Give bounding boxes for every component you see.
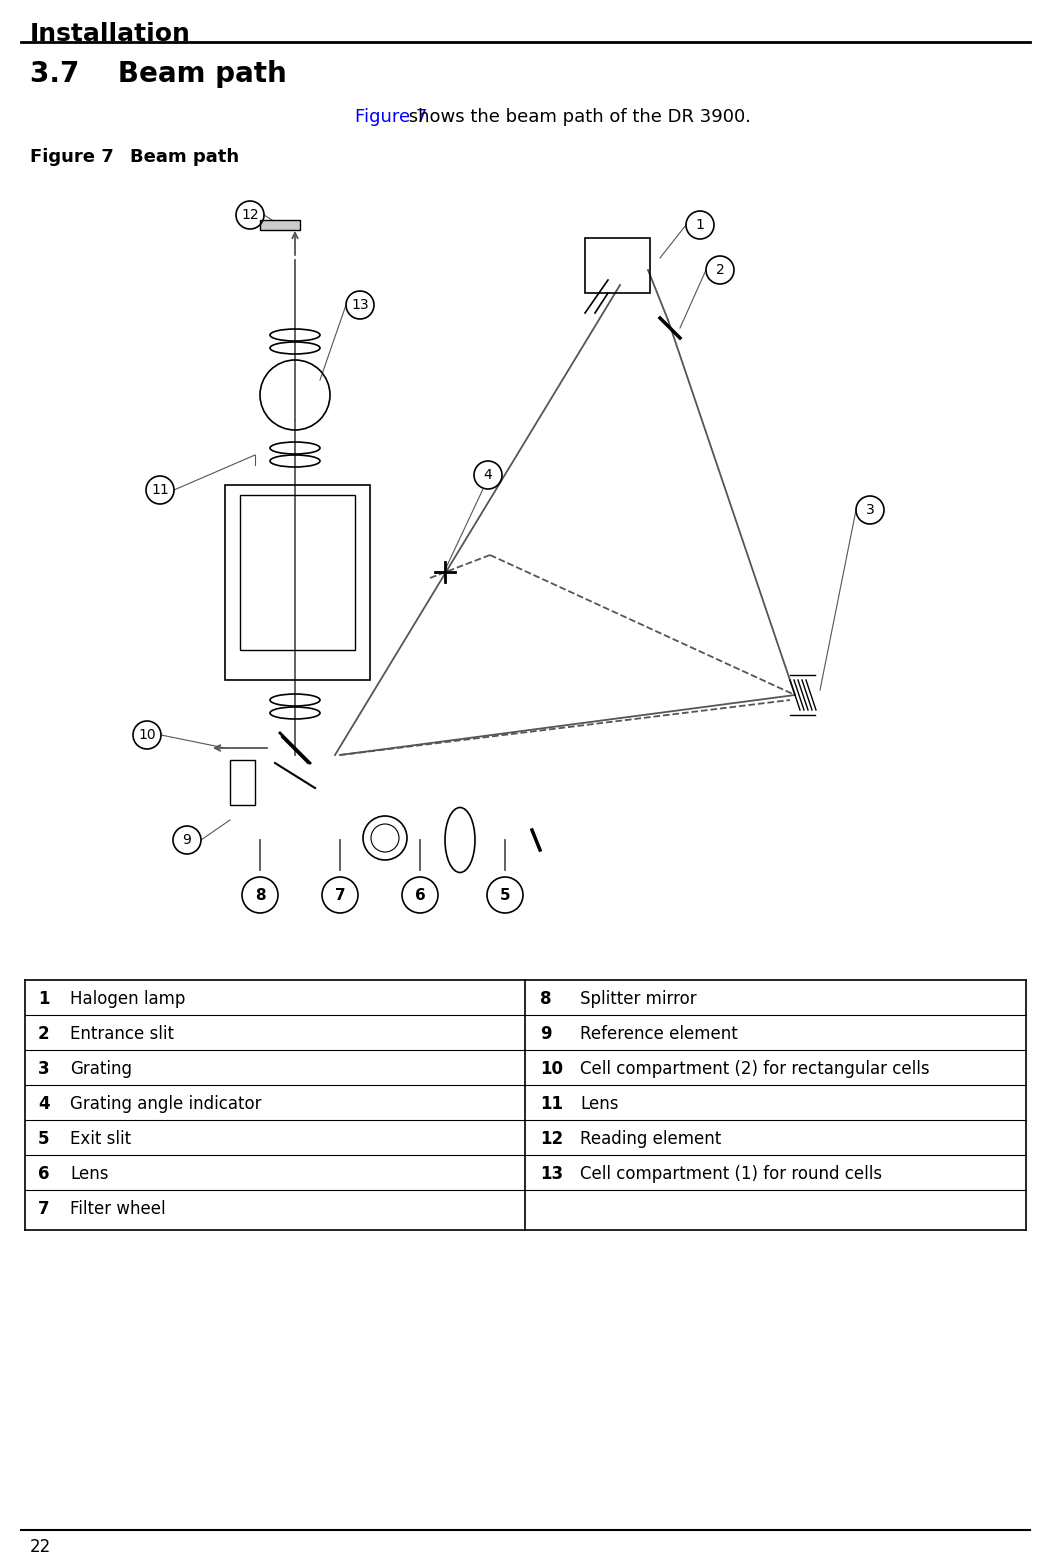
Text: Beam path: Beam path: [130, 148, 240, 165]
Text: 4: 4: [483, 468, 492, 482]
Text: Exit slit: Exit slit: [70, 1130, 131, 1147]
Text: 6: 6: [38, 1165, 49, 1183]
Text: Figure 7: Figure 7: [355, 108, 428, 126]
Text: 11: 11: [151, 482, 169, 496]
Text: Grating: Grating: [70, 1060, 132, 1079]
Text: 3.7    Beam path: 3.7 Beam path: [30, 59, 287, 87]
Text: Entrance slit: Entrance slit: [70, 1026, 174, 1043]
Text: Cell compartment (1) for round cells: Cell compartment (1) for round cells: [580, 1165, 882, 1183]
Text: 10: 10: [540, 1060, 563, 1079]
Text: Grating angle indicator: Grating angle indicator: [70, 1094, 262, 1113]
Text: Cell compartment (2) for rectangular cells: Cell compartment (2) for rectangular cel…: [580, 1060, 930, 1079]
Text: 2: 2: [716, 262, 724, 276]
Text: 12: 12: [540, 1130, 563, 1147]
Text: Splitter mirror: Splitter mirror: [580, 990, 697, 1008]
Text: 4: 4: [38, 1094, 49, 1113]
Text: Filter wheel: Filter wheel: [70, 1200, 166, 1218]
Text: 9: 9: [540, 1026, 552, 1043]
Text: 3: 3: [866, 503, 874, 517]
Text: Halogen lamp: Halogen lamp: [70, 990, 185, 1008]
Text: 5: 5: [38, 1130, 49, 1147]
FancyBboxPatch shape: [260, 220, 300, 229]
Text: 1: 1: [696, 219, 704, 233]
Text: 5: 5: [499, 888, 511, 902]
Text: 1: 1: [38, 990, 49, 1008]
Text: Lens: Lens: [70, 1165, 108, 1183]
Text: 3: 3: [38, 1060, 49, 1079]
Text: 11: 11: [540, 1094, 563, 1113]
Text: 6: 6: [415, 888, 426, 902]
Text: Figure 7: Figure 7: [30, 148, 114, 165]
Text: 13: 13: [351, 298, 369, 312]
Text: 7: 7: [334, 888, 346, 902]
Text: 9: 9: [183, 834, 191, 848]
Text: Installation: Installation: [30, 22, 191, 45]
Text: 10: 10: [138, 727, 156, 741]
Text: 2: 2: [38, 1026, 49, 1043]
Text: 8: 8: [540, 990, 552, 1008]
Text: Lens: Lens: [580, 1094, 618, 1113]
Text: shows the beam path of the DR 3900.: shows the beam path of the DR 3900.: [403, 108, 751, 126]
Text: 7: 7: [38, 1200, 49, 1218]
Text: Reference element: Reference element: [580, 1026, 738, 1043]
Text: 13: 13: [540, 1165, 563, 1183]
Text: 22: 22: [30, 1538, 51, 1556]
Text: Reading element: Reading element: [580, 1130, 721, 1147]
Text: 12: 12: [241, 208, 259, 222]
Text: 8: 8: [254, 888, 265, 902]
